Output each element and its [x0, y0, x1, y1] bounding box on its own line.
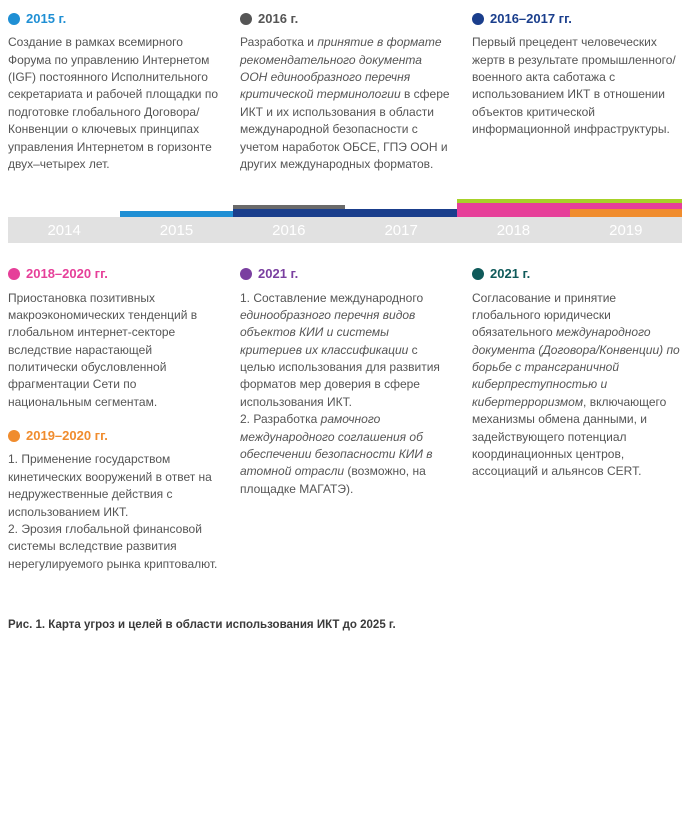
event-year: 2021 г.: [490, 265, 530, 283]
event-block: 2016–2017 гг. Первый прецедент человечес…: [472, 10, 682, 173]
event-block: 2015 г. Создание в рамках всемирного Фор…: [8, 10, 218, 173]
event-year: 2018–2020 гг.: [26, 265, 108, 283]
event-block: 2016 г. Разработка и принятие в формате …: [240, 10, 450, 173]
event-desc: Первый прецедент человеческих жертв в ре…: [472, 34, 682, 138]
timeline-bar: [120, 211, 232, 217]
event-header: 2015 г.: [8, 10, 218, 28]
dot-icon: [240, 268, 252, 280]
dot-icon: [472, 13, 484, 25]
axis-year-label: 2016: [233, 220, 345, 241]
axis-year-label: 2014: [8, 220, 120, 241]
dot-icon: [8, 430, 20, 442]
dot-icon: [472, 268, 484, 280]
event-header: 2019–2020 гг.: [8, 427, 218, 445]
figure-caption: Рис. 1. Карта угроз и целей в области ис…: [8, 617, 682, 633]
event-desc: 1. Применение государством кинетических …: [8, 451, 218, 573]
top-events-row: 2015 г. Создание в рамках всемирного Фор…: [8, 10, 682, 173]
event-desc: Приостановка позитивных макроэкономическ…: [8, 290, 218, 412]
timeline-bars: [8, 191, 682, 217]
timeline-axis: 201420152016201720182019: [8, 217, 682, 243]
event-year: 2016 г.: [258, 10, 298, 28]
event-year: 2016–2017 гг.: [490, 10, 572, 28]
event-year: 2021 г.: [258, 265, 298, 283]
event-block: 2019–2020 гг. 1. Применение государством…: [8, 427, 218, 573]
axis-year-label: 2018: [457, 220, 569, 241]
event-year: 2019–2020 гг.: [26, 427, 108, 445]
event-desc: Согласование и принятие глобального юрид…: [472, 290, 682, 481]
bottom-col-2: 2021 г. 1. Составление международного ед…: [240, 265, 450, 589]
timeline-bar: [570, 209, 682, 217]
bottom-events-row: 2018–2020 гг. Приостановка позитивных ма…: [8, 265, 682, 589]
timeline-bar: [233, 209, 458, 217]
dot-icon: [240, 13, 252, 25]
event-header: 2016–2017 гг.: [472, 10, 682, 28]
event-desc: 1. Составление международного единообраз…: [240, 290, 450, 499]
event-desc: Разработка и принятие в формате рекоменд…: [240, 34, 450, 173]
bottom-col-1: 2018–2020 гг. Приостановка позитивных ма…: [8, 265, 218, 589]
event-year: 2015 г.: [26, 10, 66, 28]
axis-year-label: 2015: [120, 220, 232, 241]
event-block: 2021 г. 1. Составление международного ед…: [240, 265, 450, 498]
event-block: 2021 г. Согласование и принятие глобальн…: [472, 265, 682, 480]
event-header: 2021 г.: [472, 265, 682, 283]
event-desc: Создание в рамках всемирного Форума по у…: [8, 34, 218, 173]
axis-year-label: 2017: [345, 220, 457, 241]
event-header: 2016 г.: [240, 10, 450, 28]
event-header: 2021 г.: [240, 265, 450, 283]
bottom-col-3: 2021 г. Согласование и принятие глобальн…: [472, 265, 682, 589]
event-header: 2018–2020 гг.: [8, 265, 218, 283]
dot-icon: [8, 268, 20, 280]
timeline-bar: [457, 199, 682, 203]
event-block: 2018–2020 гг. Приостановка позитивных ма…: [8, 265, 218, 411]
axis-year-label: 2019: [570, 220, 682, 241]
timeline: 201420152016201720182019: [8, 191, 682, 243]
dot-icon: [8, 13, 20, 25]
